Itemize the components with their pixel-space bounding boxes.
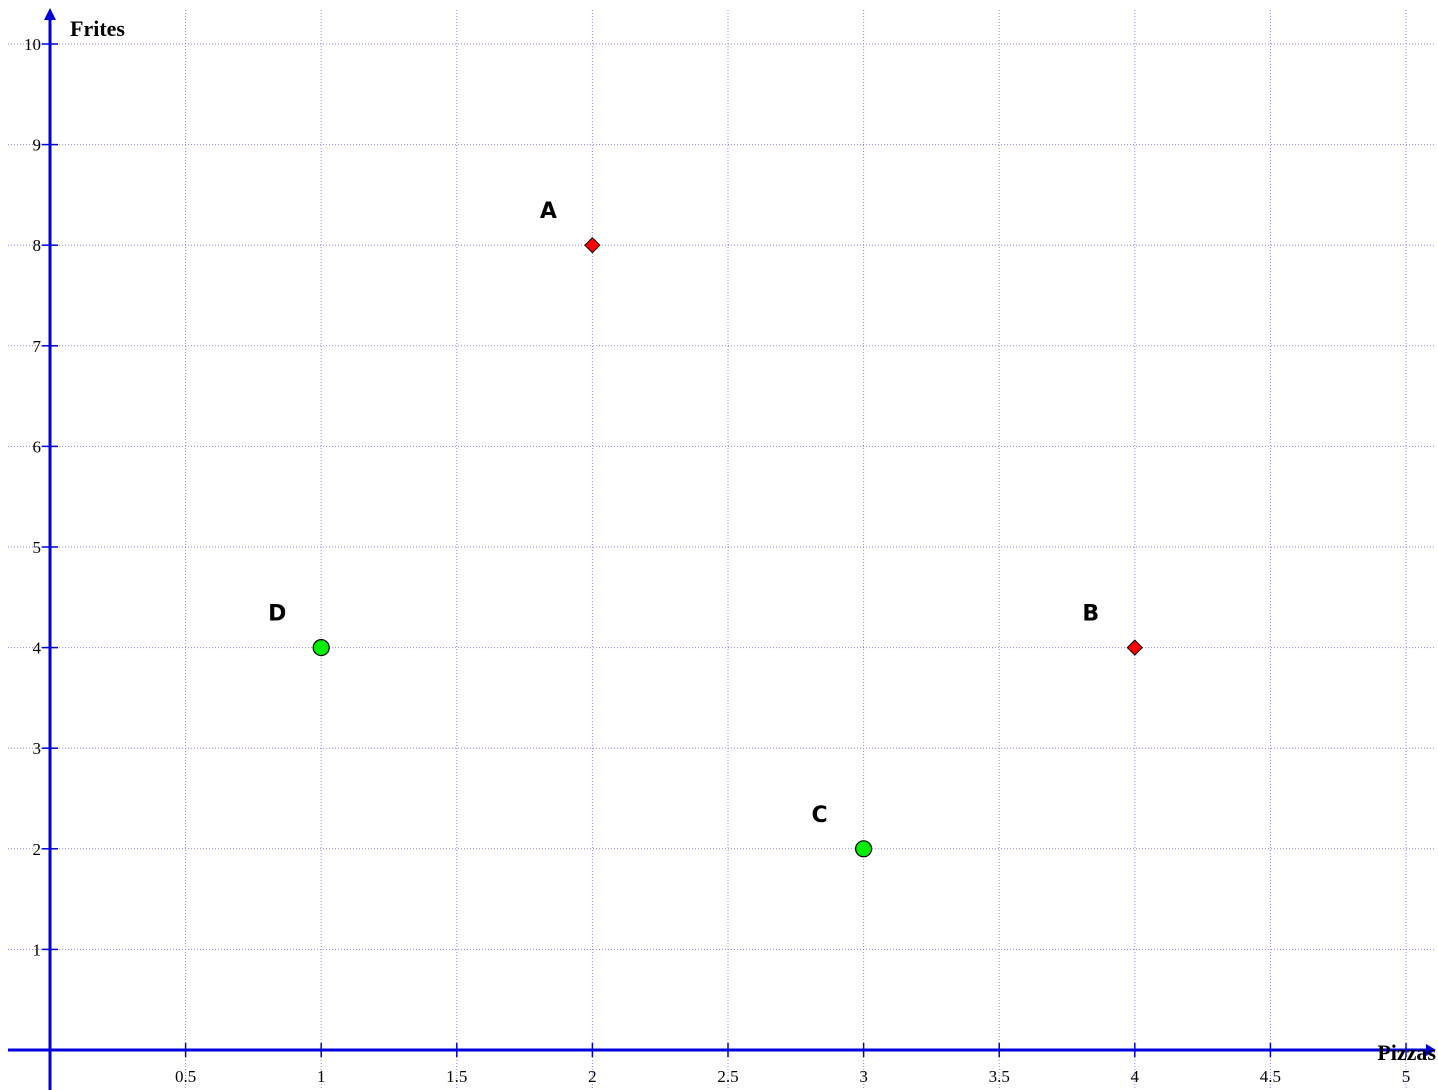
x-tick-label: 0.5 bbox=[175, 1067, 196, 1086]
x-axis-title: Pizzas bbox=[1377, 1040, 1436, 1065]
y-tick-label: 1 bbox=[33, 940, 42, 959]
point-label-a: A bbox=[540, 199, 557, 224]
y-tick-label: 10 bbox=[24, 35, 41, 54]
point-a bbox=[584, 236, 601, 254]
y-tick-label: 3 bbox=[33, 739, 42, 758]
tick-labels: 0.5 1 1.5 2 2.5 3 3.5 4 4.5 5 1 2 3 4 5 6 7 8 9 10 bbox=[24, 35, 1410, 1086]
x-tick-label: 1.5 bbox=[446, 1067, 467, 1086]
x-tick-label: 1 bbox=[317, 1067, 326, 1086]
y-tick-label: 8 bbox=[33, 236, 42, 255]
x-tick-label: 2 bbox=[588, 1067, 597, 1086]
y-axis-arrow bbox=[44, 8, 56, 20]
axes bbox=[8, 8, 1436, 1090]
y-axis-title: Frites bbox=[70, 16, 125, 41]
x-tick-label: 2.5 bbox=[717, 1067, 738, 1086]
point-label-d: D bbox=[268, 602, 286, 627]
point-d bbox=[312, 638, 330, 657]
y-tick-label: 2 bbox=[33, 840, 42, 859]
y-tick-label: 4 bbox=[33, 639, 42, 658]
x-tick-label: 4 bbox=[1131, 1067, 1140, 1086]
x-tick-label: 5 bbox=[1402, 1067, 1411, 1086]
y-tick-label: 6 bbox=[33, 437, 42, 456]
x-tick-label: 3 bbox=[859, 1067, 868, 1086]
x-tick-label: 3.5 bbox=[989, 1067, 1010, 1086]
x-axis-arrow bbox=[1426, 1044, 1436, 1056]
point-c bbox=[854, 840, 873, 858]
grid bbox=[8, 10, 1436, 1088]
x-tick-label: 4.5 bbox=[1260, 1067, 1281, 1086]
point-label-b: B bbox=[1082, 602, 1099, 627]
y-tick-label: 5 bbox=[33, 538, 42, 557]
data-points: A B C D bbox=[268, 199, 1144, 858]
point-label-c: C bbox=[812, 803, 828, 828]
point-b bbox=[1126, 639, 1144, 656]
y-tick-label: 9 bbox=[33, 136, 42, 155]
y-tick-label: 7 bbox=[33, 337, 42, 356]
